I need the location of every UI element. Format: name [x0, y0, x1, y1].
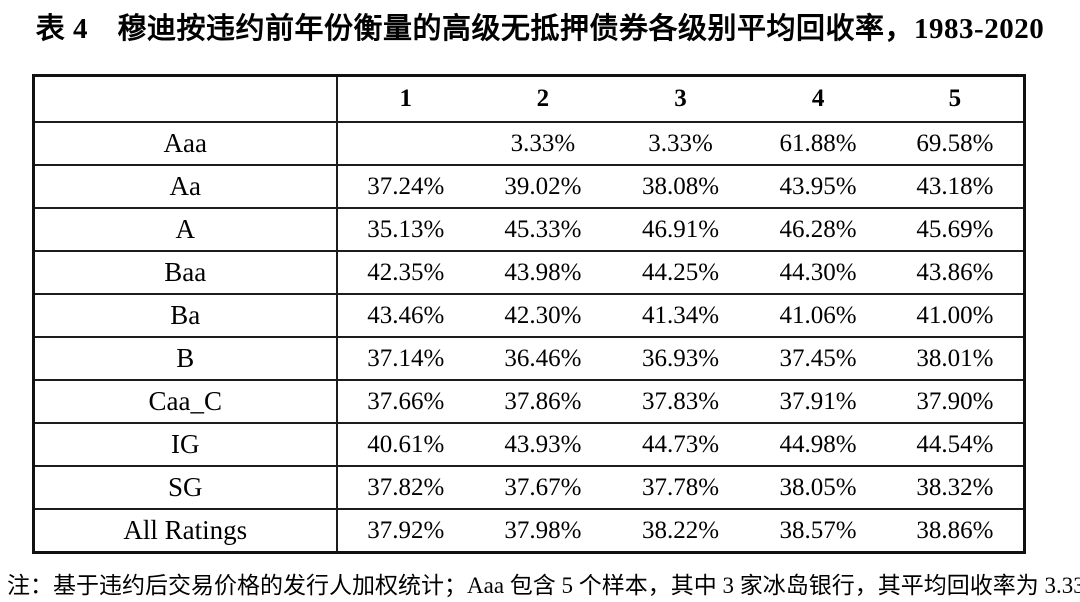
data-cell: 37.66%	[336, 379, 475, 423]
row-label: Baa	[33, 250, 338, 294]
data-cell: 38.57%	[749, 508, 887, 553]
data-cell: 37.98%	[474, 508, 612, 553]
data-cell: 44.98%	[749, 422, 887, 466]
row-label: Aaa	[33, 121, 338, 165]
row-label: Ba	[33, 293, 338, 337]
column-header-year5: 5	[948, 85, 962, 112]
column-header-year2: 2	[536, 85, 550, 112]
data-cell: 44.30%	[749, 250, 887, 294]
recovery-rate-table: 1 2 3 4 5 Aaa 3.33% 3.33% 61.88% 69.58% …	[32, 74, 1026, 554]
data-cell: 38.01%	[886, 336, 1025, 380]
data-cell: 61.88%	[749, 121, 887, 165]
data-cell: 43.18%	[886, 164, 1025, 208]
data-cell: 44.25%	[611, 250, 750, 294]
row-label: Caa_C	[33, 379, 338, 423]
table-title: 表 4 穆迪按违约前年份衡量的高级无抵押债券各级别平均回收率，1983-2020	[35, 13, 1045, 45]
data-cell: 41.34%	[611, 293, 750, 337]
data-cell: 46.28%	[749, 207, 887, 251]
column-header-blank	[33, 75, 338, 122]
data-cell: 37.92%	[336, 508, 475, 553]
data-cell: 37.14%	[336, 336, 475, 380]
data-cell: 37.90%	[886, 379, 1025, 423]
table-row-ig: IG 40.61% 43.93% 44.73% 44.98% 44.54%	[33, 422, 1025, 466]
data-cell: 42.35%	[336, 250, 475, 294]
data-cell: 37.67%	[474, 465, 612, 509]
data-cell: 40.61%	[336, 422, 475, 466]
data-cell: 38.22%	[611, 508, 750, 553]
table-row-all-ratings: All Ratings 37.92% 37.98% 38.22% 38.57% …	[33, 508, 1025, 553]
data-cell: 37.78%	[611, 465, 750, 509]
table-row-aaa: Aaa 3.33% 3.33% 61.88% 69.58%	[33, 121, 1025, 165]
data-cell: 35.13%	[336, 207, 475, 251]
table-row-baa: Baa 42.35% 43.98% 44.25% 44.30% 43.86%	[33, 250, 1025, 294]
row-label: IG	[33, 422, 338, 466]
data-cell: 37.82%	[336, 465, 475, 509]
data-cell: 38.08%	[611, 164, 750, 208]
data-cell: 37.91%	[749, 379, 887, 423]
table-row-b: B 37.14% 36.46% 36.93% 37.45% 38.01%	[33, 336, 1025, 380]
data-cell: 41.06%	[749, 293, 887, 337]
data-cell: 36.46%	[474, 336, 612, 380]
data-cell: 37.86%	[474, 379, 612, 423]
data-cell: 44.73%	[611, 422, 750, 466]
data-cell: 46.91%	[611, 207, 750, 251]
data-cell: 43.98%	[474, 250, 612, 294]
data-cell: 43.93%	[474, 422, 612, 466]
data-cell: 43.95%	[749, 164, 887, 208]
data-cell: 38.86%	[886, 508, 1025, 553]
data-cell	[336, 121, 475, 165]
table-row-caa-c: Caa_C 37.66% 37.86% 37.83% 37.91% 37.90%	[33, 379, 1025, 423]
data-cell: 43.46%	[336, 293, 475, 337]
data-cell: 37.24%	[336, 164, 475, 208]
row-label: All Ratings	[33, 508, 338, 553]
data-cell: 37.45%	[749, 336, 887, 380]
data-cell: 41.00%	[886, 293, 1025, 337]
data-cell: 42.30%	[474, 293, 612, 337]
data-cell: 36.93%	[611, 336, 750, 380]
data-cell: 3.33%	[611, 121, 750, 165]
column-header-year1: 1	[399, 85, 413, 112]
data-cell: 45.33%	[474, 207, 612, 251]
data-cell: 38.32%	[886, 465, 1025, 509]
table-row-aa: Aa 37.24% 39.02% 38.08% 43.95% 43.18%	[33, 164, 1025, 208]
table-row-a: A 35.13% 45.33% 46.91% 46.28% 45.69%	[33, 207, 1025, 251]
data-cell: 44.54%	[886, 422, 1025, 466]
data-cell: 43.86%	[886, 250, 1025, 294]
data-cell: 69.58%	[886, 121, 1025, 165]
table-footnote: 注：基于违约后交易价格的发行人加权统计；Aaa 包含 5 个样本，其中 3 家冰…	[7, 573, 1080, 598]
row-label: Aa	[33, 164, 338, 208]
data-cell: 38.05%	[749, 465, 887, 509]
data-cell: 37.83%	[611, 379, 750, 423]
data-cell: 45.69%	[886, 207, 1025, 251]
row-label: SG	[33, 465, 338, 509]
row-label: A	[33, 207, 338, 251]
table-header-row: 1 2 3 4 5	[33, 75, 1025, 122]
data-cell: 3.33%	[474, 121, 612, 165]
row-label: B	[33, 336, 338, 380]
column-header-year3: 3	[674, 85, 687, 112]
column-header-year4: 4	[811, 85, 825, 112]
table-row-ba: Ba 43.46% 42.30% 41.34% 41.06% 41.00%	[33, 293, 1025, 337]
table-row-sg: SG 37.82% 37.67% 37.78% 38.05% 38.32%	[33, 465, 1025, 509]
data-cell: 39.02%	[474, 164, 612, 208]
